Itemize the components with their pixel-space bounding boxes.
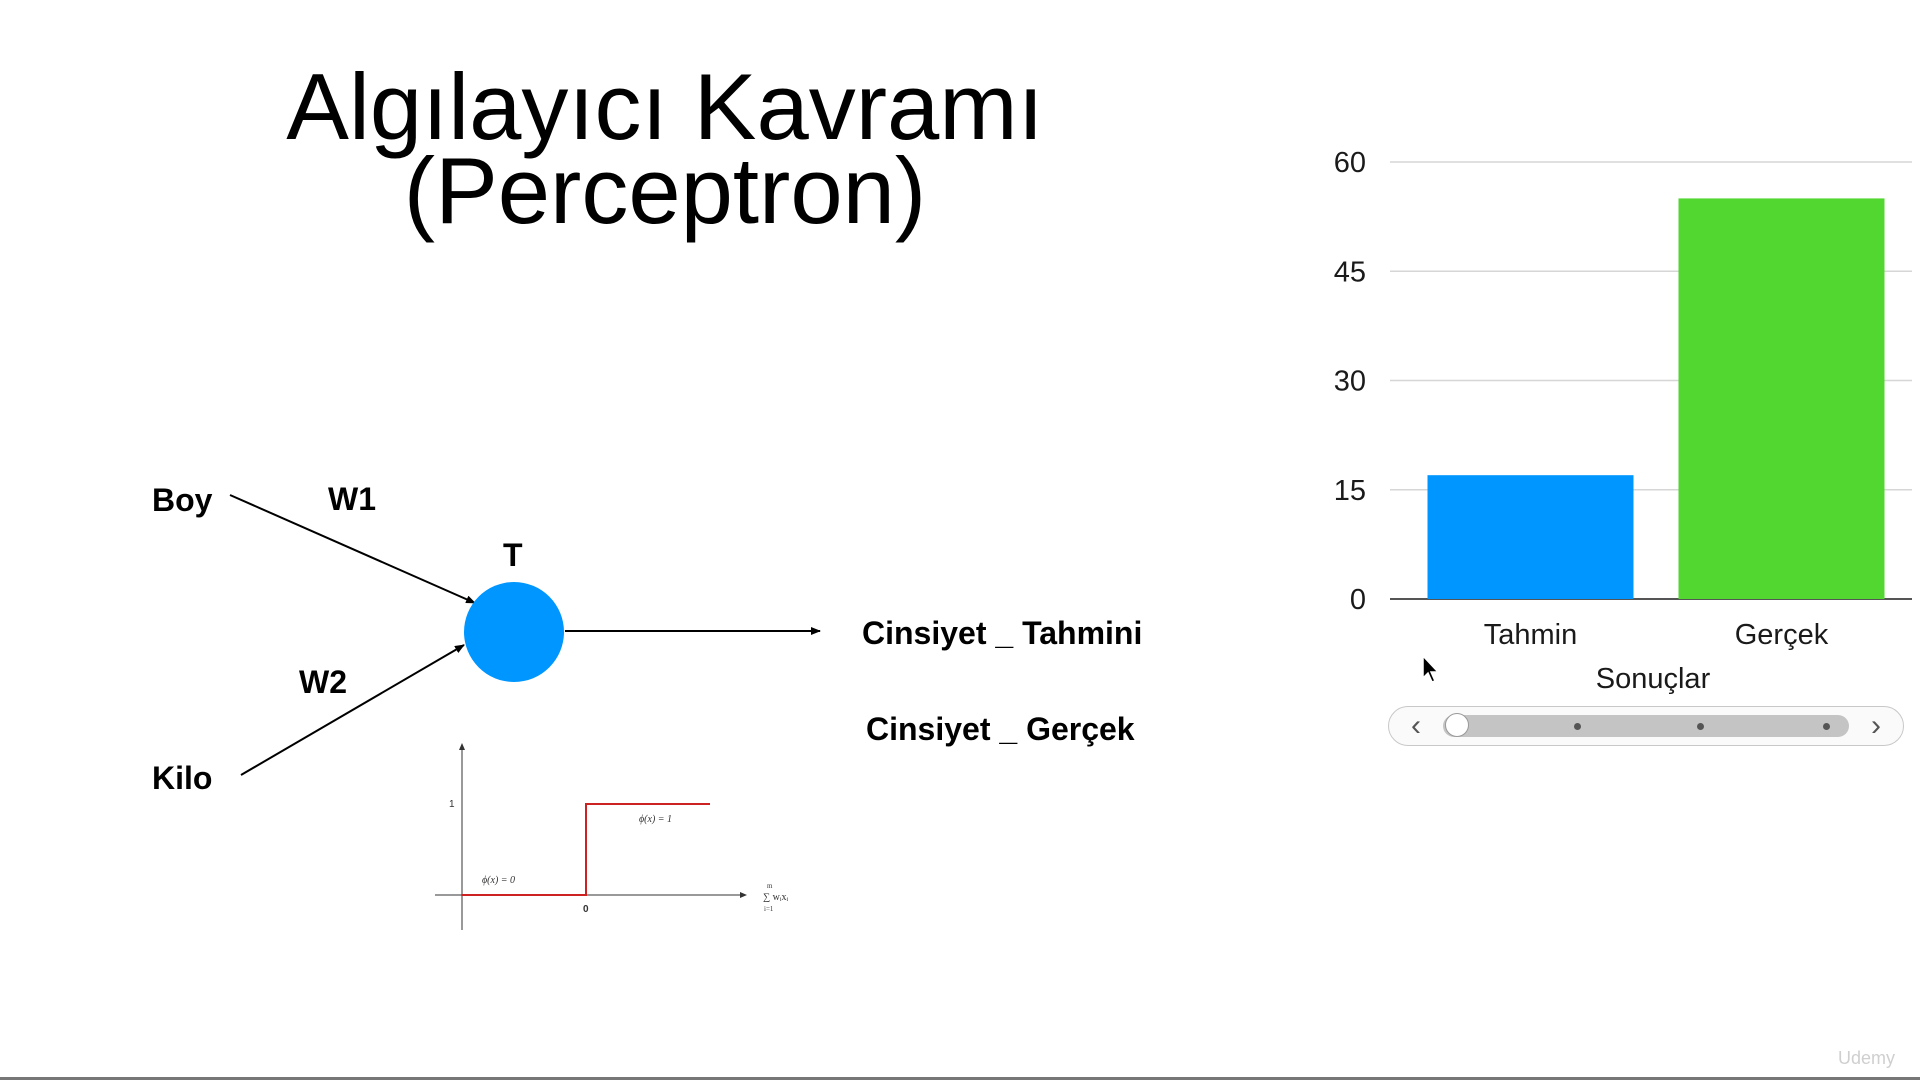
x-category-label: Gerçek — [1735, 619, 1829, 651]
pager-dot — [1574, 723, 1581, 730]
y-tick-label: 15 — [1334, 475, 1366, 507]
step-sum-label: ∑ wᵢxᵢ — [763, 892, 788, 903]
results-bar-chart: 0 15 30 45 60 Tahmin Gerçek Sonuçlar — [1334, 147, 1912, 695]
step-function-line — [462, 803, 710, 896]
output-label-actual: Cinsiyet _ Gerçek — [866, 711, 1135, 747]
weight-label-w1: W1 — [328, 481, 376, 517]
y-tick-label: 45 — [1334, 256, 1366, 288]
step-function-plot: 1 0 ϕ(x) = 0 ϕ(x) = 1 m ∑ wᵢxᵢ i=1 — [435, 743, 788, 930]
output-label-prediction: Cinsiyet _ Tahmini — [862, 615, 1143, 651]
y-tick-label: 0 — [1350, 584, 1366, 616]
chart-pager: ‹ › — [1388, 706, 1904, 746]
chevron-left-icon[interactable]: ‹ — [1411, 709, 1421, 742]
slide-title-line2: (Perceptron) — [403, 138, 927, 243]
step-high-label: ϕ(x) = 1 — [639, 814, 672, 825]
pager-dot — [1697, 723, 1704, 730]
step-sum-upper: m — [767, 882, 773, 890]
watermark: Udemy — [1838, 1048, 1896, 1068]
pager-dot — [1823, 723, 1830, 730]
x-axis-title: Sonuçlar — [1596, 663, 1711, 695]
kilo-input-arrow — [240, 644, 465, 776]
step-x-tick: 0 — [583, 904, 589, 915]
bar-gerçek — [1678, 198, 1885, 599]
neuron-node — [464, 582, 564, 682]
step-low-label: ϕ(x) = 0 — [482, 875, 515, 886]
threshold-label: T — [503, 537, 523, 573]
pager-knob[interactable] — [1445, 713, 1469, 737]
input-label-boy: Boy — [152, 482, 213, 518]
pager-track[interactable] — [1443, 713, 1849, 737]
x-category-label: Tahmin — [1484, 619, 1578, 651]
step-sum-lower: i=1 — [764, 905, 774, 913]
bottom-border — [0, 1077, 1920, 1080]
bar-tahmin — [1427, 475, 1634, 599]
chevron-right-icon[interactable]: › — [1871, 709, 1881, 742]
boy-input-arrow — [229, 494, 476, 604]
mouse-cursor-icon — [1422, 654, 1440, 683]
y-tick-label: 30 — [1334, 366, 1366, 398]
step-y-tick: 1 — [449, 799, 455, 810]
slide-title-line1: Algılayıcı Kavramı — [286, 54, 1044, 159]
weight-label-w2: W2 — [299, 664, 347, 700]
y-tick-label: 60 — [1334, 147, 1366, 179]
input-label-kilo: Kilo — [152, 760, 213, 796]
